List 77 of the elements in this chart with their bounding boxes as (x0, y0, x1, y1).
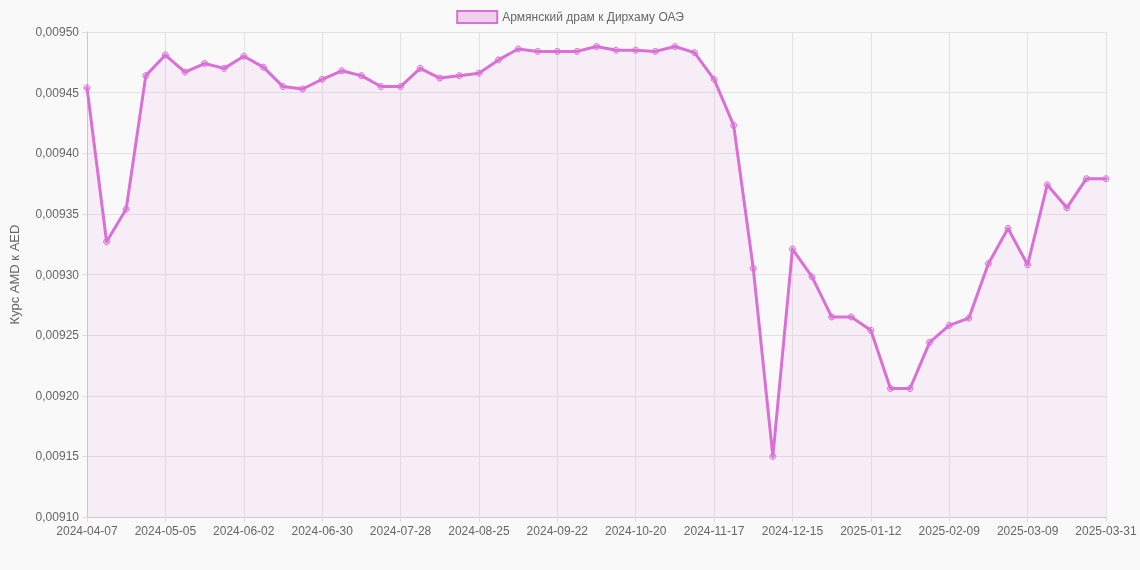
y-tick-label: 0,00935 (35, 206, 80, 221)
y-tick-label: 0,00915 (35, 449, 80, 464)
point (259, 63, 267, 71)
point (240, 52, 248, 60)
point (103, 238, 111, 246)
point (83, 84, 91, 92)
point (945, 321, 953, 329)
x-tick-label: 2025-03-09 (996, 524, 1059, 538)
point (690, 49, 698, 57)
point (808, 273, 816, 281)
point (632, 46, 640, 54)
point (612, 46, 620, 54)
y-tick-label: 0,00910 (35, 510, 80, 524)
x-tick-label: 2024-07-28 (369, 524, 432, 538)
y-tick-label: 0,00950 (35, 25, 80, 39)
point (299, 85, 307, 93)
point (318, 75, 326, 83)
point (455, 72, 463, 80)
point (534, 47, 542, 55)
point (181, 68, 189, 76)
x-tick-label: 2024-08-25 (448, 524, 510, 538)
x-tick-label: 2024-11-17 (683, 524, 745, 538)
point (593, 43, 600, 51)
point (867, 326, 875, 334)
point (671, 43, 679, 51)
point (965, 314, 973, 322)
x-tick-label: 2024-04-07 (56, 524, 119, 538)
point (651, 47, 659, 55)
x-tick-label: 2025-03-31 (1075, 524, 1138, 538)
point (338, 67, 346, 75)
point (416, 64, 424, 72)
point (886, 384, 894, 392)
point (220, 64, 228, 72)
point (201, 60, 209, 68)
point (749, 264, 757, 272)
x-tick-label: 2024-10-20 (605, 524, 667, 538)
point (730, 121, 738, 129)
x-tick-label: 2024-05-05 (134, 524, 197, 538)
point (788, 245, 796, 253)
point (436, 74, 444, 82)
point (828, 313, 836, 321)
y-tick-label: 0,00920 (35, 388, 80, 403)
point (710, 75, 718, 83)
x-tick-label: 2025-02-09 (918, 524, 981, 538)
point (514, 45, 522, 53)
x-tick-label: 2025-01-12 (840, 524, 902, 538)
point (122, 205, 130, 213)
point (397, 83, 405, 91)
point (1004, 224, 1012, 232)
point (906, 384, 914, 392)
point (357, 72, 365, 80)
point (1102, 175, 1110, 183)
point (377, 83, 385, 91)
y-axis-title: Курс AMD к AED (7, 224, 22, 325)
point (161, 51, 169, 59)
point (475, 69, 483, 77)
point (279, 83, 287, 91)
x-tick-label: 2024-12-15 (761, 524, 824, 538)
y-tick-label: 0,00940 (35, 146, 80, 161)
x-tick-label: 2024-09-22 (526, 524, 589, 538)
y-tick-label: 0,00925 (35, 328, 80, 343)
point (1082, 175, 1090, 183)
x-tick-label: 2024-06-30 (291, 524, 354, 538)
point (847, 313, 855, 321)
point (142, 72, 150, 80)
point (984, 260, 992, 268)
legend-label: Армянский драм к Дирхаму ОАЭ (502, 10, 685, 24)
point (926, 338, 934, 346)
y-tick-label: 0,00945 (35, 85, 80, 100)
y-tick-label: 0,00930 (35, 267, 80, 282)
point (769, 452, 777, 460)
x-tick-label: 2024-06-02 (213, 524, 275, 538)
point (1063, 204, 1071, 212)
point (495, 56, 503, 64)
point (553, 47, 561, 55)
point (573, 47, 581, 55)
point (1024, 261, 1032, 269)
